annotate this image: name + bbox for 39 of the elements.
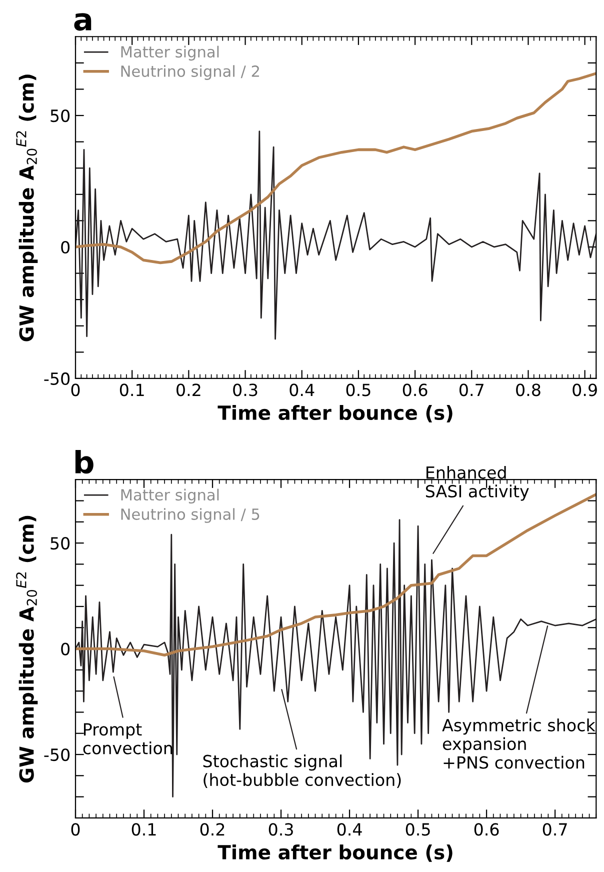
x-tick-label: 0.6 [474, 823, 499, 836]
x-tick-label: 0.3 [268, 823, 293, 836]
x-tick-label: 0.1 [132, 823, 156, 836]
legend-label: Neutrino signal / 5 [121, 508, 260, 523]
legend-label: Matter signal [121, 488, 219, 504]
annotation: Asymmetric shock expansion +PNS convection [442, 718, 596, 769]
x-tick-label: 0.1 [120, 384, 144, 396]
x-tick-label: 0.6 [402, 384, 428, 396]
y-tick-label: 50 [50, 109, 70, 122]
y-tick-label: -50 [44, 748, 70, 762]
x-tick-label: 0.8 [516, 384, 540, 396]
x-tick-label: 0 [71, 823, 80, 836]
x-axis-title: Time after bounce (s) [218, 844, 452, 862]
annotation: Enhanced SASI activity [426, 466, 529, 501]
y-tick-label: -50 [44, 372, 70, 386]
y-tick-label: 50 [50, 537, 70, 550]
legend-label: Neutrino signal / 2 [121, 65, 259, 80]
annotation: Prompt convection [83, 723, 172, 754]
x-tick-label: 0.2 [200, 823, 224, 836]
x-tick-label: 0 [71, 384, 80, 396]
line-series [76, 130, 596, 340]
x-axis-title: Time after bounce (s) [218, 404, 452, 422]
x-tick-label: 0.7 [459, 384, 484, 396]
y-axis-title: GW amplitude A$_{20}$$^{E2}$ (cm) [16, 74, 38, 342]
x-tick-label: 0.5 [346, 384, 370, 396]
x-tick-label: 0.4 [290, 384, 314, 396]
y-tick-label: 0 [61, 240, 70, 254]
legend-label: Matter signal [121, 46, 219, 61]
y-tick-label: 0 [61, 642, 70, 656]
x-tick-label: 0.7 [542, 823, 567, 836]
x-tick-label: 0.3 [233, 384, 258, 396]
chart-title: a [74, 13, 92, 31]
x-tick-label: 0.2 [176, 384, 200, 396]
x-tick-label: 0.4 [337, 823, 362, 836]
x-tick-label: 0.9 [572, 384, 597, 396]
annotation: Stochastic signal (hot-bubble convection) [203, 754, 401, 788]
x-tick-label: 0.5 [406, 823, 430, 836]
y-axis-title: GW amplitude A$_{20}$$^{E2}$ (cm) [16, 516, 38, 782]
chart-title: b [75, 450, 94, 474]
